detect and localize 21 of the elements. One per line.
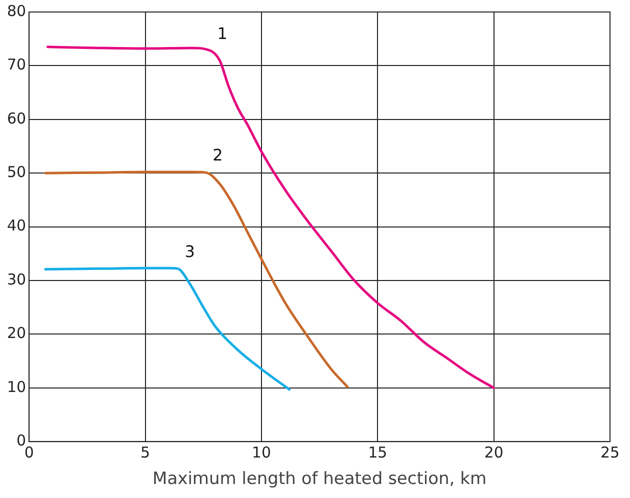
line-series — [44, 266, 291, 391]
x-tick-label: 10 — [252, 443, 271, 462]
y-tick-label: 70 — [6, 56, 26, 74]
y-tick-label: 10 — [6, 378, 26, 396]
y-tick-label: 80 — [6, 2, 26, 20]
y-tick-label: 30 — [6, 270, 26, 288]
x-tick-label: 5 — [140, 443, 150, 462]
line-series — [46, 46, 496, 390]
y-tick-label: 60 — [6, 109, 26, 128]
x-axis-title: Maximum length of heated section, km — [152, 469, 487, 490]
y-tick-label: 20 — [6, 324, 26, 342]
x-tick-label: 25 — [600, 443, 620, 462]
series-label: 2 — [212, 146, 223, 165]
series-label: 1 — [217, 24, 228, 43]
x-tick-label: 20 — [484, 443, 504, 462]
line-series — [44, 170, 349, 388]
y-tick-label: 50 — [6, 162, 26, 181]
y-tick-label: 40 — [6, 216, 26, 235]
y-tick-label: 0 — [16, 431, 26, 450]
x-tick-label: 15 — [368, 443, 388, 462]
series-label: 3 — [184, 242, 195, 261]
